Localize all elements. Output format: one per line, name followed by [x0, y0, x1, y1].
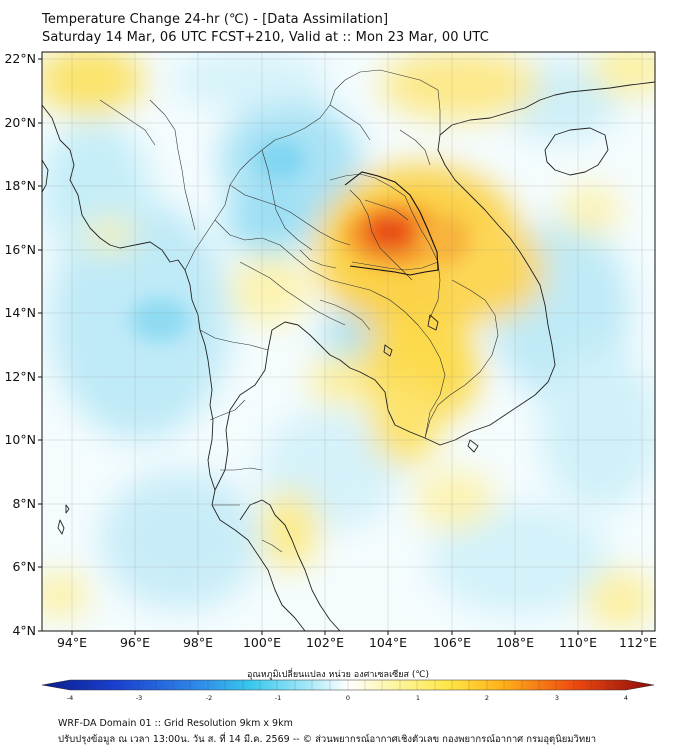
- map-frame: [41, 51, 656, 632]
- lat-label: 12°N: [4, 369, 36, 384]
- lon-label: 110°E: [559, 635, 597, 650]
- colorbar-tick: 4: [624, 694, 628, 702]
- colorbar-tick: 3: [555, 694, 559, 702]
- lat-label: 14°N: [4, 305, 36, 320]
- colorbar-tick: -2: [206, 694, 212, 702]
- lon-label: 94°E: [57, 635, 87, 650]
- longitude-labels: 94°E 96°E 98°E 100°E 102°E 104°E 106°E 1…: [57, 635, 657, 650]
- colorbar: -4 -3 -2 -1 0 1 2 3 4: [41, 679, 655, 702]
- colorbar-tick: -3: [136, 694, 142, 702]
- map-subtitle: Saturday 14 Mar, 06 UTC FCST+210, Valid …: [42, 30, 489, 45]
- lon-label: 112°E: [619, 635, 657, 650]
- lat-label: 8°N: [12, 496, 36, 511]
- temperature-field: [42, 52, 655, 631]
- footer-model-info: WRF-DA Domain 01 :: Grid Resolution 9km …: [58, 718, 293, 729]
- lat-label: 6°N: [12, 559, 36, 574]
- map-title: Temperature Change 24-hr (℃) - [Data Ass…: [42, 12, 389, 27]
- colorbar-tick: 0: [346, 694, 350, 702]
- colorbar-title: อุณหภูมิเปลี่ยนแปลง หน่วย องศาเซลเซียส (…: [246, 670, 430, 680]
- lat-label: 16°N: [4, 242, 36, 257]
- lon-label: 100°E: [243, 635, 281, 650]
- colorbar-ticks: -4 -3 -2 -1 0 1 2 3 4: [67, 694, 628, 702]
- latitude-labels: 22°N 20°N 18°N 16°N 14°N 12°N 10°N 8°N 6…: [4, 51, 36, 638]
- lat-label: 4°N: [12, 623, 36, 638]
- colorbar-tick: 1: [416, 694, 420, 702]
- lon-label: 98°E: [183, 635, 213, 650]
- axis-ticks: [38, 58, 643, 635]
- gridlines: [42, 52, 655, 631]
- lon-label: 104°E: [369, 635, 407, 650]
- lat-label: 22°N: [4, 51, 36, 66]
- colorbar-tick: 2: [485, 694, 489, 702]
- colorbar-tick: -4: [67, 694, 73, 702]
- lon-label: 106°E: [433, 635, 471, 650]
- lat-label: 18°N: [4, 178, 36, 193]
- footer-credit: ปรับปรุงข้อมูล ณ เวลา 13:00น. วัน ส. ที่…: [58, 734, 597, 745]
- lon-label: 96°E: [120, 635, 150, 650]
- lat-label: 20°N: [4, 115, 36, 130]
- northeast-border: [344, 171, 439, 276]
- colorbar-tick: -1: [275, 694, 281, 702]
- lon-label: 102°E: [306, 635, 344, 650]
- lon-label: 108°E: [496, 635, 534, 650]
- lat-label: 10°N: [4, 432, 36, 447]
- colorbar-divisions: [86, 680, 609, 690]
- coastlines: [42, 81, 655, 631]
